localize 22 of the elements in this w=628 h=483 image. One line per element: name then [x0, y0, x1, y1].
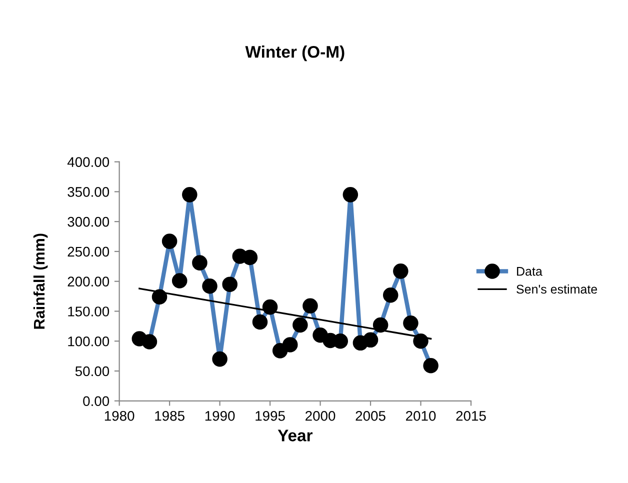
y-tick-label: 300.00: [68, 216, 110, 227]
x-tick-label: 1980: [104, 410, 134, 421]
x-tick-label: 1990: [205, 410, 235, 421]
y-tick-label: 400.00: [67, 157, 110, 167]
x-tick-label: 2015: [456, 410, 486, 421]
y-tick-label: 50.00: [75, 366, 110, 376]
legend-label: Sen's estimate: [516, 284, 598, 294]
x-axis-title: Year: [278, 430, 313, 442]
x-tick-label: 1985: [155, 410, 184, 421]
y-tick-label: 150.00: [68, 306, 110, 316]
y-tick-label: 100.00: [68, 336, 110, 346]
chart-title: Winter (O-M): [245, 46, 344, 62]
x-tick-label: 2010: [406, 410, 436, 421]
x-tick-label: 2000: [306, 410, 336, 421]
y-axis-title: Rainfall (mm): [33, 234, 48, 329]
y-tick-label: 250.00: [68, 246, 110, 257]
y-tick-label: 350.00: [68, 187, 110, 197]
y-tick-label: 0.00: [83, 396, 110, 406]
x-tick-label: 2005: [356, 410, 386, 421]
legend-label: Data: [517, 267, 542, 276]
y-tick-label: 200.00: [68, 276, 110, 287]
x-tick-label: 1995: [256, 410, 285, 421]
